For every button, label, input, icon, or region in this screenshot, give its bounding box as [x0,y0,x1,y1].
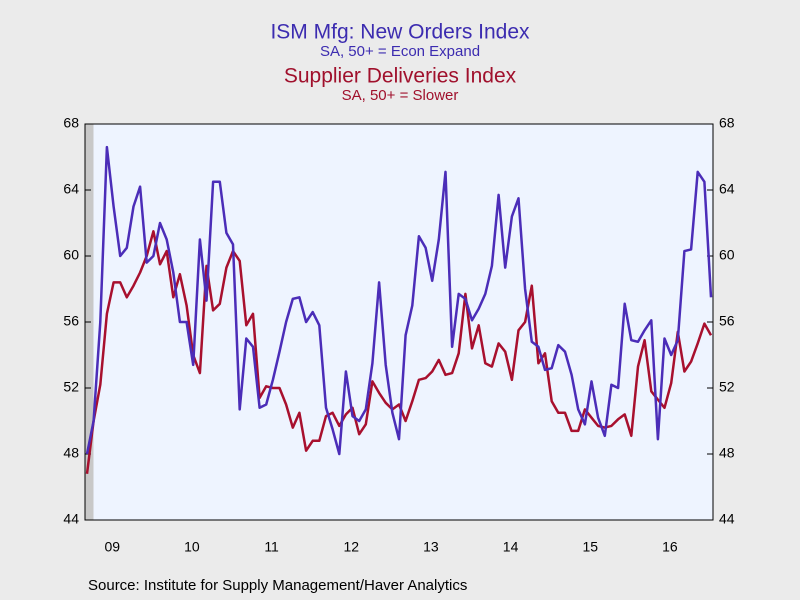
y2-tick-label: 56 [719,313,735,329]
y2-tick-label: 68 [719,115,735,131]
y2-tick-label: 44 [719,511,735,527]
y2-tick-label: 60 [719,247,735,263]
x-tick-label: 10 [184,539,200,555]
y-tick-label: 60 [63,247,79,263]
series-line [85,145,713,456]
y-tick-label: 64 [63,181,79,197]
y-tick-label: 44 [63,511,79,527]
x-tick-label: 13 [423,539,439,555]
source: Source: Institute for Supply Management/… [88,577,467,594]
chart-title: ISM Mfg: New Orders Index [270,21,530,44]
chart-subtitle: SA, 50+ = Slower [342,87,459,104]
x-tick-label: 12 [343,539,359,555]
x-tick-label: 14 [503,539,519,555]
y-tick-label: 48 [63,445,79,461]
y-tick-label: 52 [63,379,79,395]
x-tick-label: 16 [662,539,678,555]
y2-tick-label: 48 [719,445,735,461]
y2-tick-label: 52 [719,379,735,395]
chart-title: Supplier Deliveries Index [284,65,517,88]
x-tick-label: 09 [104,539,120,555]
chart-subtitle: SA, 50+ = Econ Expand [320,43,480,60]
y-tick-label: 68 [63,115,79,131]
x-tick-label: 15 [582,539,598,555]
y2-tick-label: 64 [719,181,735,197]
x-tick-label: 11 [264,539,279,555]
y-tick-label: 56 [63,313,79,329]
